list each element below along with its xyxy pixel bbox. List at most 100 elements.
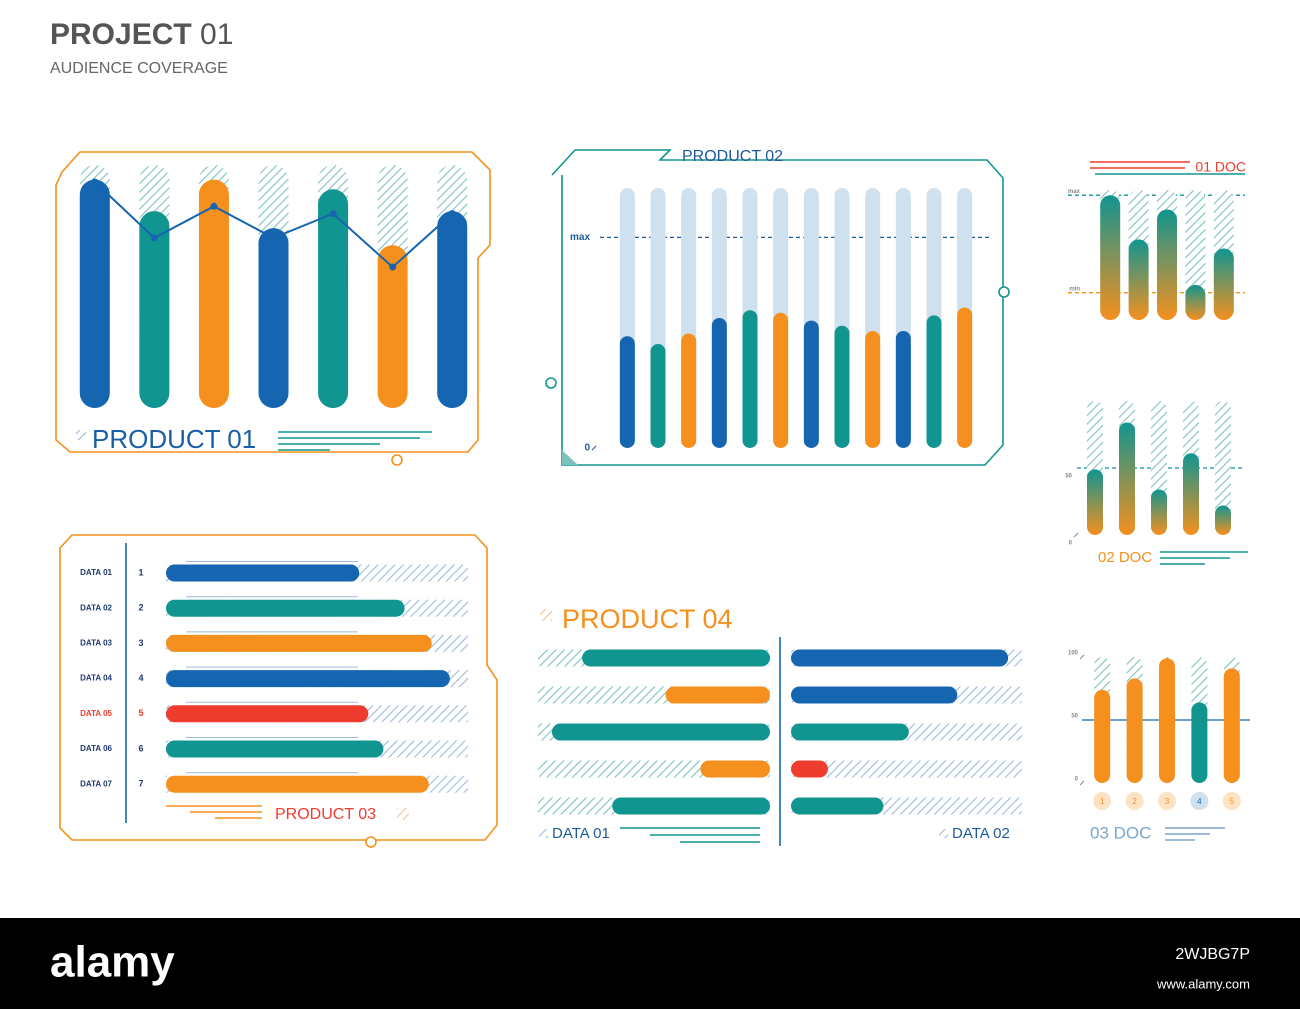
bar xyxy=(377,245,408,408)
chart-title: PRODUCT 02 xyxy=(682,148,783,165)
bar xyxy=(1185,284,1206,320)
row-index: 3 xyxy=(138,638,143,648)
tick-mark xyxy=(1079,654,1085,660)
bar xyxy=(437,211,468,408)
bar xyxy=(619,336,635,448)
frame-corner xyxy=(562,450,578,465)
page-subtitle: AUDIENCE COVERAGE xyxy=(50,60,228,77)
bar xyxy=(1119,422,1135,535)
frame-knob xyxy=(365,836,377,848)
hatch-icon xyxy=(540,609,552,621)
bar xyxy=(791,686,958,704)
row-label: DATA 02 xyxy=(80,603,112,612)
bar xyxy=(166,740,384,758)
tick-mark xyxy=(1073,532,1079,538)
row-index: 4 xyxy=(138,673,143,683)
bar xyxy=(895,331,911,448)
category-dot xyxy=(1222,792,1241,810)
x-tick-label: 2 xyxy=(1132,797,1137,806)
trend-point xyxy=(210,202,218,210)
frame-knob xyxy=(998,286,1010,298)
tick-mark xyxy=(591,445,597,451)
bar xyxy=(681,333,697,448)
legend-label: DATA 01 xyxy=(552,825,610,842)
bar xyxy=(166,634,432,652)
chart-title: PRODUCT 04 xyxy=(562,604,733,634)
hatch-icon xyxy=(397,808,409,820)
y-tick-label: 50 xyxy=(1065,474,1072,480)
bar xyxy=(1183,453,1199,535)
deco-lines xyxy=(166,805,262,819)
y-tick-label: max xyxy=(570,232,590,243)
frame-knob xyxy=(391,454,403,466)
chart-title: PRODUCT 03 xyxy=(275,806,376,823)
row-label: DATA 06 xyxy=(80,744,112,753)
bar-track xyxy=(1215,401,1231,535)
row-label: DATA 07 xyxy=(80,779,112,788)
bar xyxy=(612,797,770,815)
bar xyxy=(1159,658,1175,783)
chart-title: 01 DOC xyxy=(1195,159,1246,175)
frame-product-03 xyxy=(59,534,498,841)
category-dot xyxy=(1093,792,1112,810)
bar xyxy=(803,320,819,448)
frames xyxy=(55,149,1248,848)
y-tick-label: 0 xyxy=(1075,777,1079,783)
watermark-site: www.alamy.com xyxy=(1156,976,1250,991)
row-index: 6 xyxy=(138,743,143,753)
bar xyxy=(198,179,229,408)
row-label: DATA 04 xyxy=(80,674,112,683)
bar xyxy=(1157,209,1177,320)
watermark-band xyxy=(0,918,1300,1009)
bar xyxy=(166,670,450,688)
page-title: PROJECT 01 xyxy=(50,18,233,51)
deco-lines xyxy=(278,431,432,451)
x-tick-label: 3 xyxy=(1165,797,1170,806)
bar xyxy=(650,344,666,448)
x-tick-label: 5 xyxy=(1230,797,1235,806)
x-tick-label: 1 xyxy=(1100,797,1105,806)
bar xyxy=(551,723,770,741)
bar xyxy=(166,564,360,582)
trend-point xyxy=(329,210,337,218)
trend-point xyxy=(91,178,99,186)
bar xyxy=(1100,195,1121,320)
trend-point xyxy=(389,263,397,271)
bar xyxy=(1126,678,1143,783)
chart-title: 02 DOC xyxy=(1098,549,1152,566)
bar xyxy=(926,315,942,448)
bar xyxy=(957,307,973,448)
bar xyxy=(139,211,170,408)
row-label: DATA 03 xyxy=(80,639,112,648)
chart-title: 03 DOC xyxy=(1090,823,1151,842)
deco-lines xyxy=(1160,551,1248,565)
y-tick-label: 0 xyxy=(1069,541,1073,547)
bar xyxy=(1087,469,1103,535)
frame-product-02 xyxy=(551,149,1004,466)
bar xyxy=(318,189,349,408)
watermark-brand: alamy xyxy=(50,938,175,987)
row-label: DATA 01 xyxy=(80,568,112,577)
deco-lines xyxy=(1165,827,1225,841)
bar xyxy=(166,775,429,793)
bar xyxy=(700,760,770,778)
y-tick-label: max xyxy=(1068,189,1081,195)
chart-title: PRODUCT 01 xyxy=(92,424,256,454)
deco-lines xyxy=(620,827,760,843)
deco-lines xyxy=(1090,161,1190,169)
bar xyxy=(1223,668,1240,783)
bar xyxy=(791,797,884,815)
bar xyxy=(1094,689,1111,783)
tick-mark xyxy=(1079,780,1085,786)
bar xyxy=(1215,505,1231,535)
y-tick-label: min xyxy=(1069,286,1080,292)
frame-knob xyxy=(545,377,557,389)
bar xyxy=(665,686,770,704)
bar xyxy=(166,599,405,617)
bar xyxy=(834,325,850,448)
title-number: 01 xyxy=(200,18,233,51)
bar xyxy=(1151,489,1167,535)
y-tick-label: 0 xyxy=(584,443,590,454)
hatch-icon xyxy=(539,829,548,838)
